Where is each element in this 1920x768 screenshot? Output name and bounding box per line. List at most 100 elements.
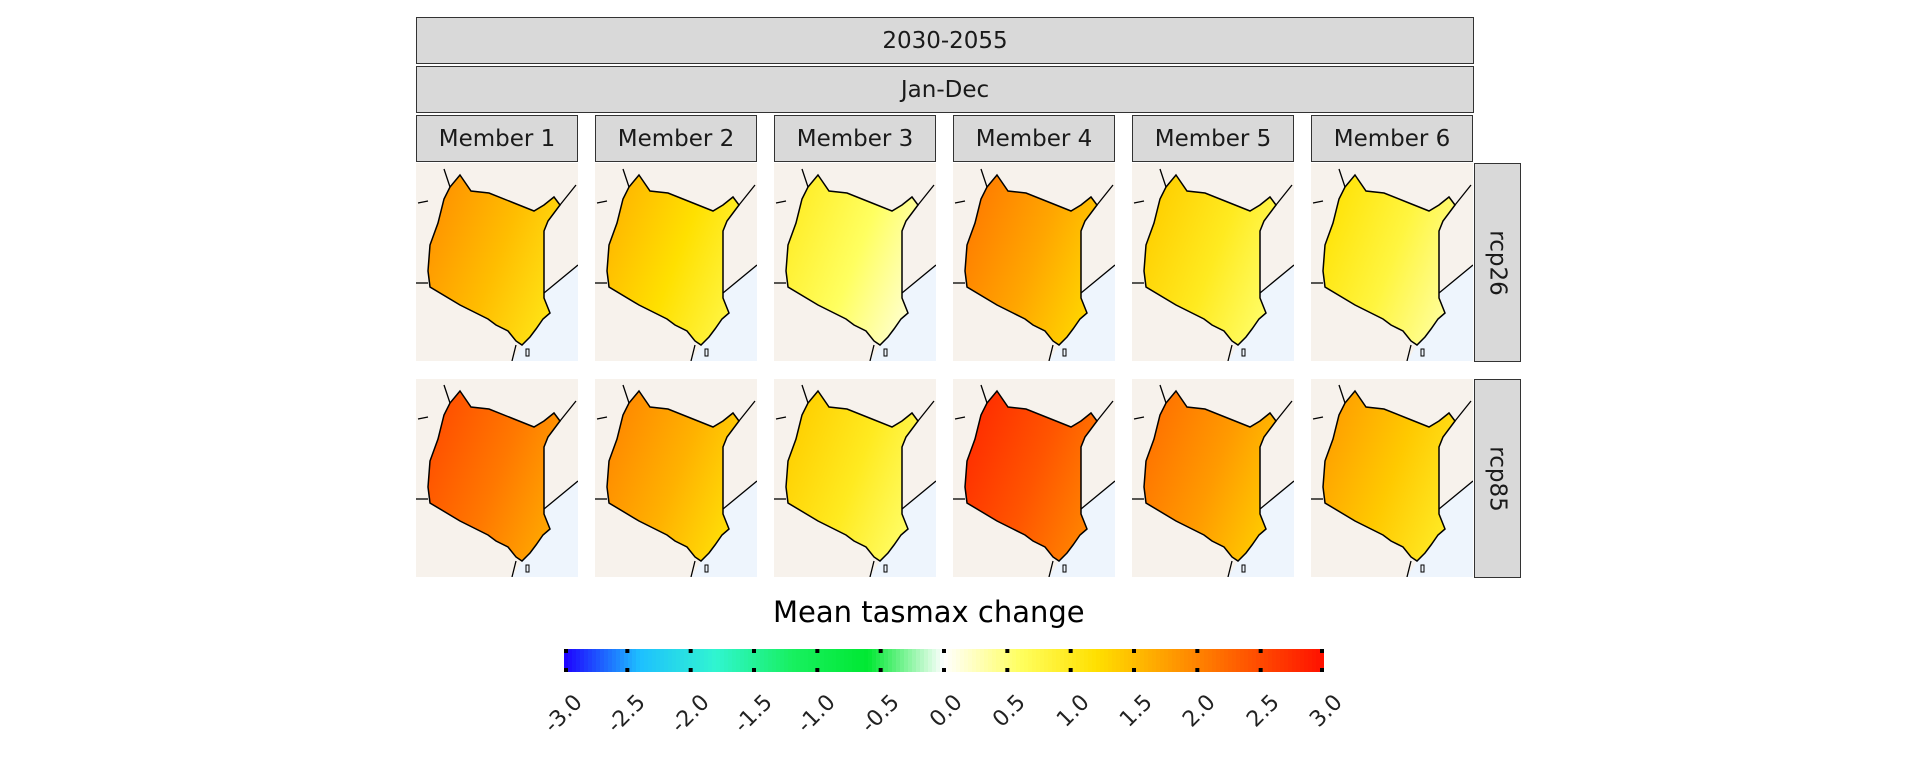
island-mark bbox=[1062, 348, 1067, 357]
neighbor-border bbox=[443, 384, 451, 404]
colorbar-segment bbox=[1224, 649, 1229, 672]
colorbar-segment bbox=[988, 649, 993, 672]
colorbar-segment bbox=[632, 649, 637, 672]
colorbar-segment bbox=[996, 649, 1001, 672]
colorbar-segment bbox=[952, 649, 957, 672]
island-mark bbox=[883, 564, 888, 573]
colorbar-tick-label: -3.0 bbox=[539, 690, 588, 739]
sea-area bbox=[1049, 481, 1115, 577]
facet-strip-member-2: Member 2 bbox=[595, 115, 757, 162]
country-shape bbox=[1143, 173, 1277, 346]
colorbar-tick bbox=[688, 649, 693, 653]
colorbar-segment bbox=[656, 649, 661, 672]
neighbor-border bbox=[1080, 480, 1115, 510]
colorbar-segment bbox=[956, 649, 961, 672]
neighbor-border bbox=[954, 416, 966, 420]
map-panel-rcp26-member-4 bbox=[953, 163, 1115, 361]
neighbor-border bbox=[917, 400, 935, 422]
colorbar-segment bbox=[768, 649, 773, 672]
colorbar-segment bbox=[1308, 649, 1313, 672]
colorbar-tick bbox=[1258, 668, 1263, 672]
map-panel-rcp85-member-1 bbox=[416, 379, 578, 577]
colorbar-segment bbox=[1304, 649, 1309, 672]
facet-strip-rcp85: rcp85 bbox=[1474, 379, 1521, 578]
colorbar-segment bbox=[1256, 649, 1261, 672]
neighbor-border bbox=[622, 168, 630, 188]
colorbar-segment bbox=[1320, 649, 1324, 672]
colorbar-segment bbox=[776, 649, 781, 672]
neighbor-border bbox=[1048, 560, 1054, 577]
colorbar-segment bbox=[992, 649, 997, 672]
sea-area bbox=[512, 265, 578, 361]
colorbar-tick bbox=[752, 649, 756, 653]
colorbar-segment bbox=[664, 649, 669, 672]
colorbar-segment bbox=[564, 649, 569, 672]
colorbar-tick bbox=[1068, 668, 1073, 672]
colorbar-tick-label: 0.5 bbox=[988, 690, 1032, 733]
colorbar-segment bbox=[896, 649, 901, 672]
colorbar-segment bbox=[936, 649, 941, 672]
colorbar-tick-label: -0.5 bbox=[856, 690, 905, 739]
colorbar-segment bbox=[1136, 649, 1141, 672]
country-shape bbox=[785, 389, 919, 562]
colorbar-segment bbox=[1144, 649, 1149, 672]
island-mark bbox=[1241, 564, 1246, 573]
colorbar-tick bbox=[564, 649, 568, 653]
colorbar-segment bbox=[1084, 649, 1089, 672]
neighbor-border bbox=[511, 560, 517, 577]
colorbar-segment bbox=[584, 649, 589, 672]
colorbar-segment bbox=[1028, 649, 1033, 672]
colorbar-segment bbox=[984, 649, 989, 672]
sea-area bbox=[1228, 481, 1294, 577]
island-mark bbox=[704, 564, 709, 573]
colorbar-segment bbox=[856, 649, 861, 672]
map-panel-rcp26-member-1 bbox=[416, 163, 578, 361]
colorbar-segment bbox=[964, 649, 969, 672]
neighbor-border bbox=[738, 400, 756, 422]
neighbor-border bbox=[1454, 184, 1472, 206]
colorbar-segment bbox=[912, 649, 917, 672]
colorbar-segment bbox=[740, 649, 745, 672]
colorbar-tick bbox=[752, 668, 756, 672]
colorbar-segment bbox=[812, 649, 817, 672]
neighbor-border bbox=[980, 168, 988, 188]
island-mark bbox=[1062, 564, 1067, 573]
neighbor-border bbox=[690, 344, 696, 361]
colorbar-segment bbox=[780, 649, 785, 672]
colorbar-segment bbox=[1152, 649, 1157, 672]
colorbar-segment bbox=[1064, 649, 1069, 672]
colorbar-segment bbox=[1240, 649, 1245, 672]
colorbar-segment bbox=[592, 649, 597, 672]
neighbor-border bbox=[901, 480, 936, 510]
colorbar-segment bbox=[1016, 649, 1021, 672]
colorbar-segment bbox=[728, 649, 733, 672]
neighbor-border bbox=[1096, 400, 1114, 422]
neighbor-border bbox=[869, 344, 875, 361]
colorbar-segment bbox=[1168, 649, 1173, 672]
colorbar-segment bbox=[580, 649, 585, 672]
colorbar-segment bbox=[612, 649, 617, 672]
neighbor-border bbox=[1312, 416, 1324, 420]
island-mark bbox=[525, 564, 530, 573]
colorbar-segment bbox=[1204, 649, 1209, 672]
colorbar-segment bbox=[928, 649, 933, 672]
colorbar-segment bbox=[972, 649, 977, 672]
colorbar-segment bbox=[924, 649, 929, 672]
colorbar-segment bbox=[720, 649, 725, 672]
facet-strip-member-5: Member 5 bbox=[1132, 115, 1294, 162]
colorbar-segment bbox=[608, 649, 613, 672]
colorbar-segment bbox=[1112, 649, 1117, 672]
neighbor-border bbox=[738, 184, 756, 206]
colorbar-segment bbox=[1208, 649, 1213, 672]
colorbar-segment bbox=[1120, 649, 1125, 672]
colorbar-segment bbox=[880, 649, 885, 672]
colorbar-segment bbox=[908, 649, 913, 672]
colorbar-segment bbox=[732, 649, 737, 672]
colorbar-segment bbox=[1216, 649, 1221, 672]
neighbor-border bbox=[1227, 560, 1233, 577]
colorbar-segment bbox=[860, 649, 865, 672]
colorbar-segment bbox=[872, 649, 877, 672]
colorbar-tick-label: 2.0 bbox=[1178, 690, 1222, 733]
country-shape bbox=[1322, 389, 1456, 562]
colorbar-segment bbox=[712, 649, 717, 672]
